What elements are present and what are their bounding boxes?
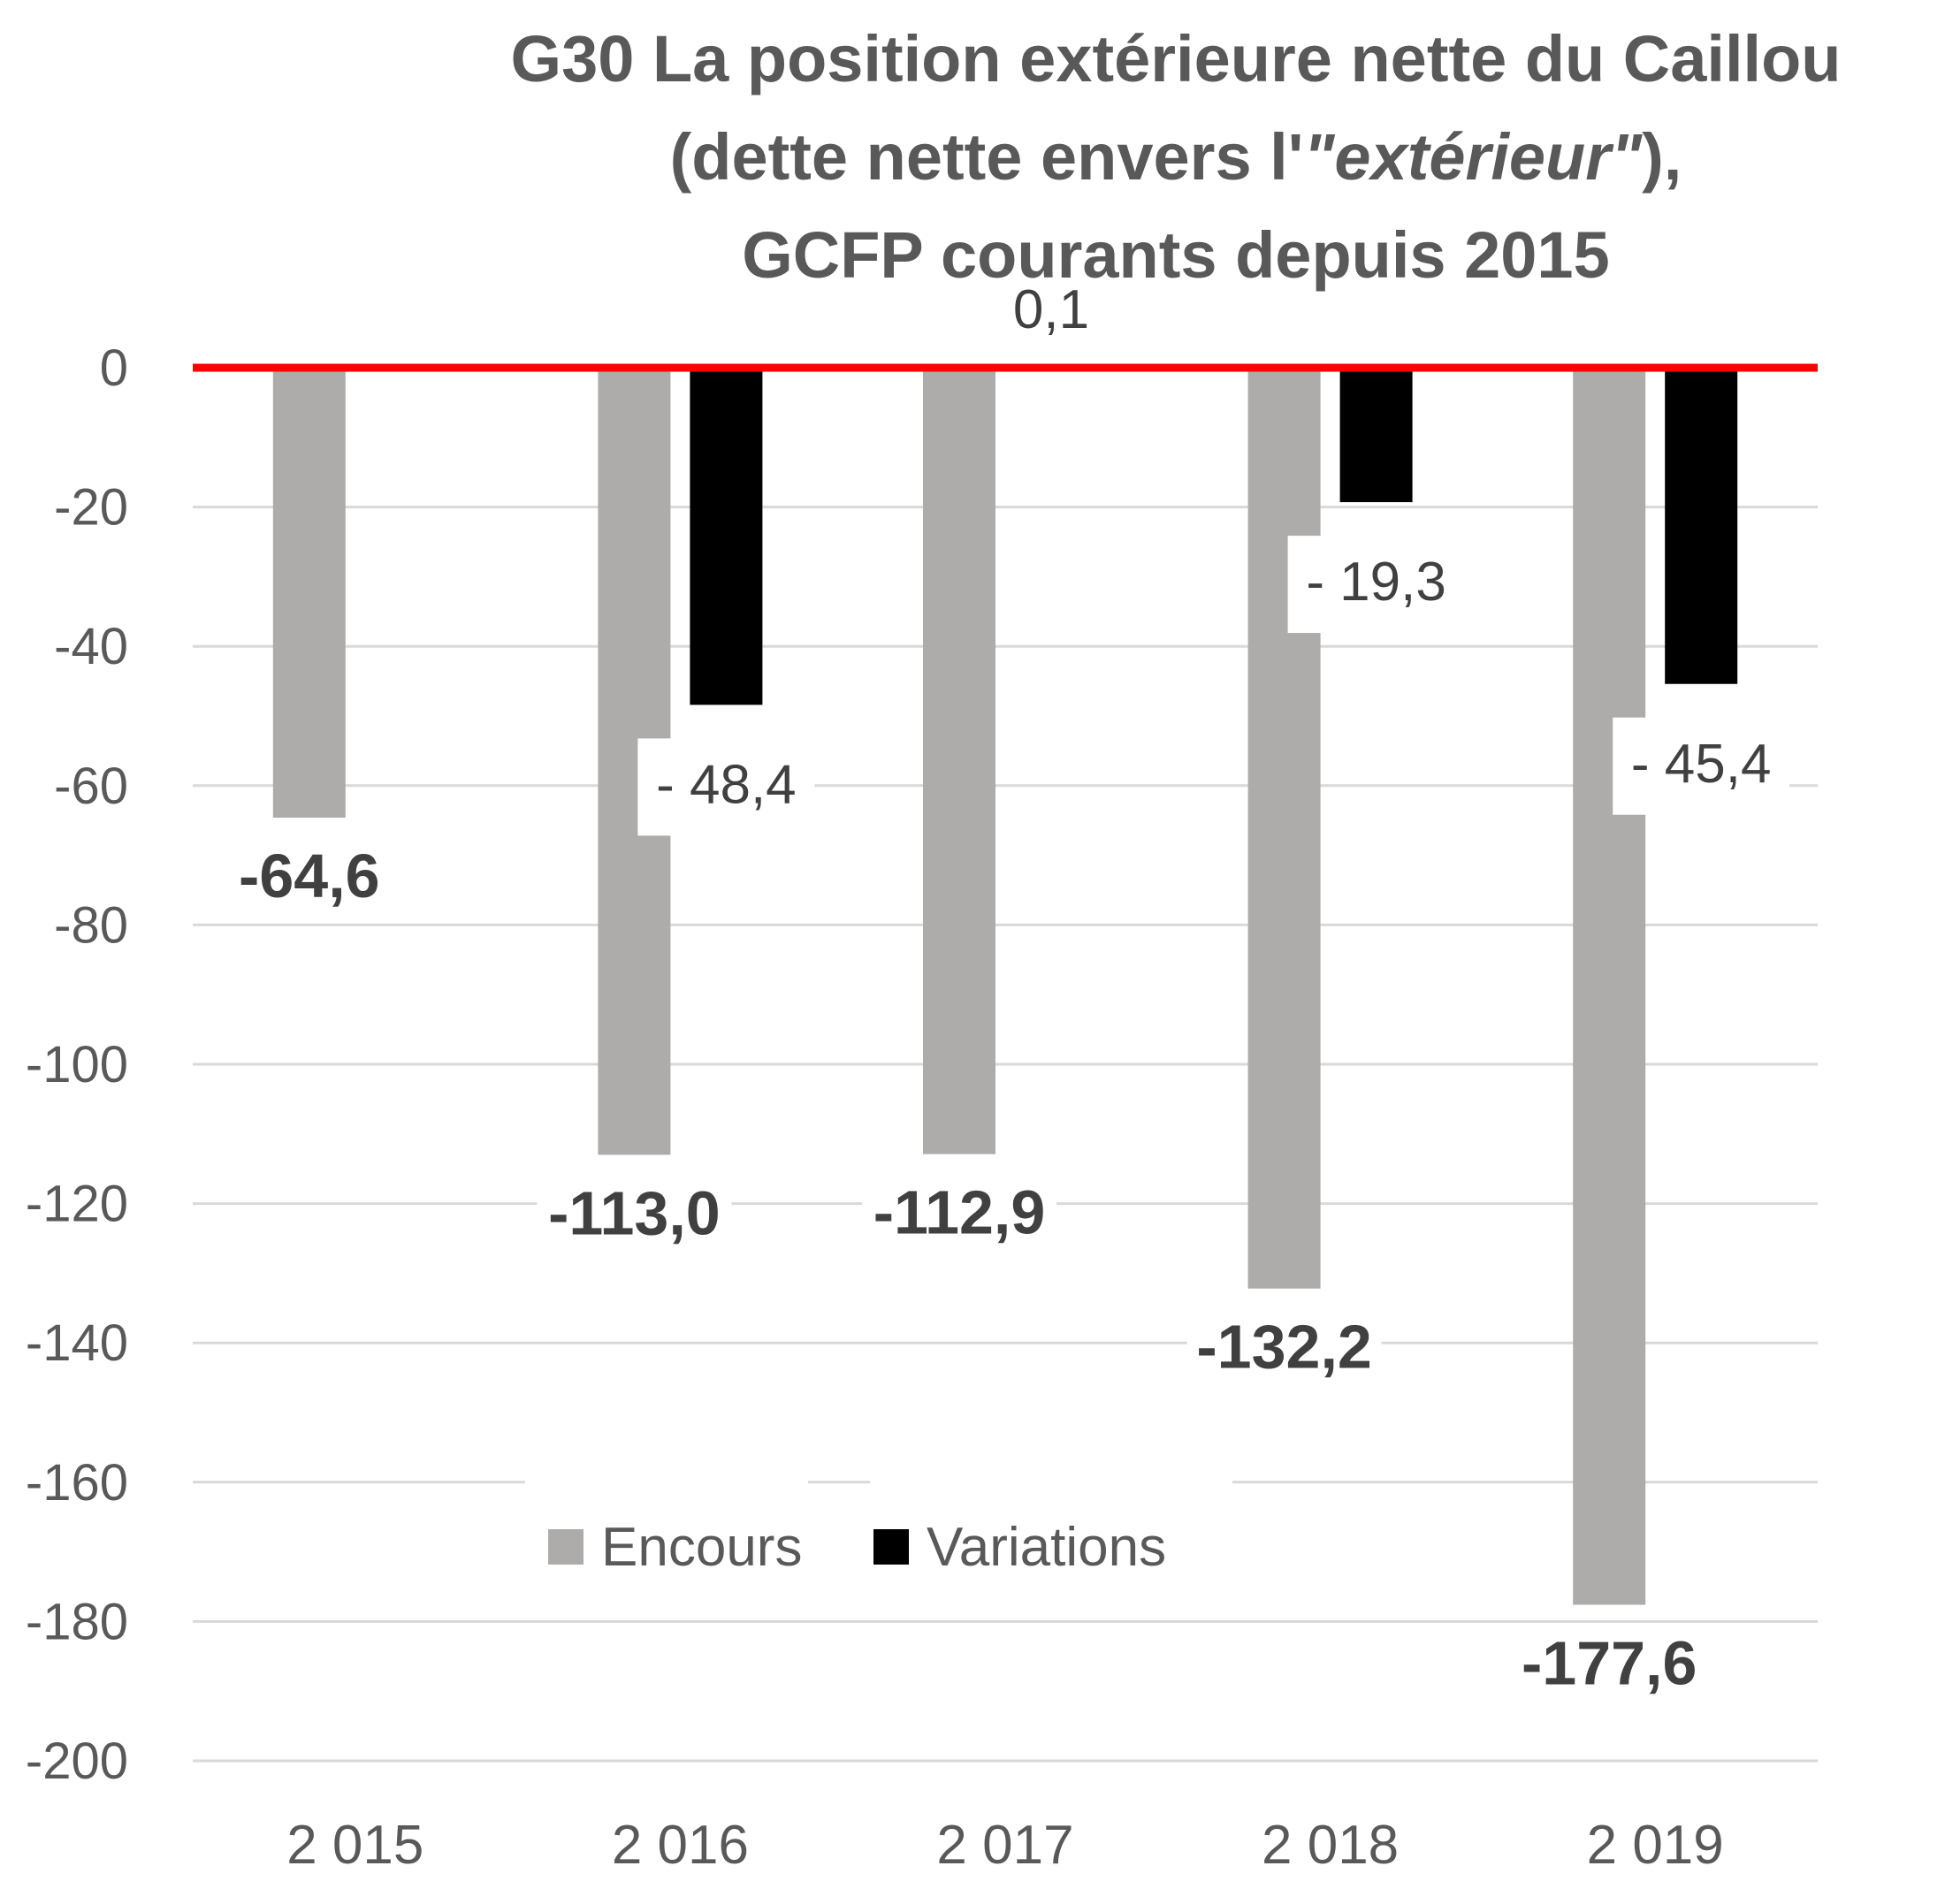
- title-line-1: G30 La position extérieure nette du Cail…: [511, 22, 1842, 95]
- legend-swatch-variations: [873, 1529, 909, 1565]
- legend-swatch-encours: [548, 1529, 584, 1565]
- y-tick-label: -200: [26, 1733, 128, 1790]
- data-label-bg: [637, 738, 815, 836]
- data-label-bg: [1512, 1629, 1707, 1704]
- title-line-3: GCFP courants depuis 2015: [742, 218, 1610, 292]
- x-tick-label: 2 016: [612, 1815, 749, 1876]
- x-tick-label: 2 017: [936, 1815, 1073, 1876]
- data-label-bg: [211, 842, 407, 918]
- y-tick-label: 0: [100, 339, 128, 397]
- y-tick-label: -40: [54, 618, 128, 675]
- data-label-variations: - 48,4: [656, 754, 797, 815]
- y-tick-label: -180: [26, 1593, 128, 1650]
- title-line-2-part-b: ),: [1642, 120, 1682, 194]
- bar-encours: [923, 368, 995, 1154]
- data-label-bg: [862, 1178, 1056, 1253]
- data-labels: -64,6 -113,0 - 48,4 -112,9 0,1 -132,2 - 19,3 -1…: [211, 279, 1790, 1704]
- data-label-bg: [1613, 717, 1790, 815]
- x-tick-label: 2 015: [286, 1815, 423, 1876]
- chart-title: G30 La position extérieure nette du Cail…: [511, 22, 1842, 292]
- legend-label-variations: Variations: [927, 1517, 1166, 1578]
- data-label-bg: [1287, 536, 1465, 634]
- data-label-bg: [1186, 1313, 1382, 1388]
- y-tick-label: -60: [54, 758, 128, 815]
- bar-encours: [1247, 368, 1321, 1289]
- y-tick-label: -120: [26, 1176, 128, 1233]
- data-label-bg: [537, 1179, 732, 1254]
- y-tick-label: -20: [54, 479, 128, 537]
- bars: [272, 367, 1738, 1605]
- title-line-2: (dette nette envers l'"extérieur"),: [670, 120, 1682, 194]
- bar-encours: [1573, 368, 1646, 1605]
- legend-background: [870, 1466, 1232, 1559]
- x-tick-label: 2 018: [1262, 1815, 1399, 1876]
- bar-variations: [1665, 368, 1738, 684]
- y-tick-label: -100: [26, 1036, 128, 1093]
- data-label-encours: -112,9: [873, 1178, 1046, 1247]
- title-line-2-italic: "extérieur": [1303, 120, 1643, 194]
- y-axis: 0 -20 -40 -60 -80 -100 -120 -140 -160 -180 -200: [26, 339, 128, 1790]
- data-label-variations: - 45,4: [1631, 734, 1772, 795]
- bar-variations: [1339, 368, 1413, 503]
- bar-encours: [272, 368, 346, 819]
- data-label-encours: -177,6: [1522, 1628, 1697, 1697]
- data-label-variations: - 19,3: [1306, 552, 1446, 613]
- bar-variations: [690, 368, 763, 705]
- legend-label-encours: Encours: [601, 1517, 802, 1578]
- x-axis: 2 015 2 016 2 017 2 018 2 019: [286, 1815, 1724, 1876]
- y-tick-label: -140: [26, 1314, 128, 1372]
- data-label-variations: 0,1: [1013, 279, 1089, 340]
- data-label-encours: -113,0: [548, 1178, 721, 1247]
- data-label-encours: -132,2: [1196, 1313, 1371, 1382]
- y-tick-label: -80: [54, 896, 128, 954]
- data-label-encours: -64,6: [239, 842, 380, 910]
- title-line-2-part-a: (dette nette envers l': [670, 120, 1304, 194]
- legend: Encours Variations: [525, 1466, 1232, 1578]
- x-tick-label: 2 019: [1587, 1815, 1724, 1876]
- y-tick-label: -160: [26, 1454, 128, 1512]
